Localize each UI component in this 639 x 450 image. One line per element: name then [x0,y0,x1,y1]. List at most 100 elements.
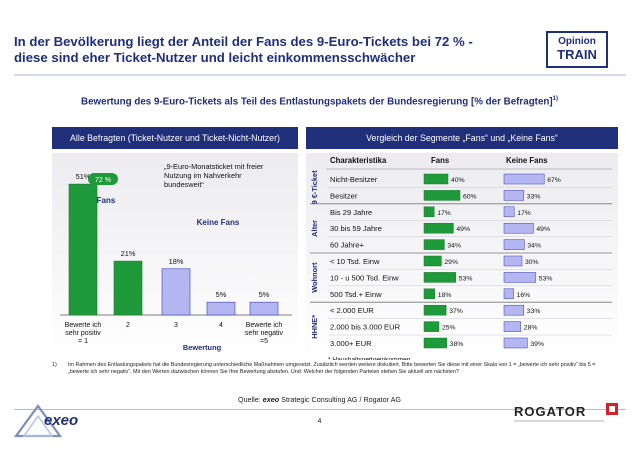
fans-bar-11 [423,337,448,349]
right-panel-title: Vergleich der Segmente „Fans“ und „Keine… [306,127,618,149]
keine-fans-bar-11 [503,337,528,349]
fans-group-label: Fans [97,196,116,205]
page-number: 4 [317,418,322,425]
chart-subtitle-footnote-ref: 1) [552,96,558,102]
opinion-train-badge: Opinion TRAIN [546,31,608,68]
keine-fans-bar-label-9: 33% [527,308,541,315]
keine-fans-bar-label-5: 34% [527,243,541,250]
keine-fans-bar-9 [503,304,525,316]
fans-bar-label-11: 38% [450,341,464,348]
fans-bar-2 [423,190,461,201]
segment-group-label-4: HHNE* [310,315,319,339]
source-rest: Strategic Consulting AG / Rogator AG [279,395,402,404]
footer-divider [14,409,626,410]
fans-share-badge [88,173,118,185]
rogator-logo-text: ROGATOR [514,404,586,419]
rating-bar-label-5: 5% [259,290,270,299]
rating-distribution-chart: 51% Bewerte ich sehr positiv = 1 21% 2 18% 3 5% 4… [60,162,292,352]
segment-label-10: 2.000 bis 3.000 EUR [330,323,401,332]
segment-label-6: < 10 Tsd. Einw [330,257,380,266]
rogator-logo: ROGATOR [514,403,618,422]
segment-label-8: 500 Tsd.+ Einw [330,290,382,299]
rating-tick-label-3: 3 [174,322,178,329]
footnote-number: 1) [52,362,57,368]
exeo-logo-text: exeo [44,412,78,429]
fans-bar-label-5: 34% [447,243,461,250]
segment-label-4: 30 bis 59 Jahre [330,224,382,233]
rating-tick-label-2: 2 [126,322,130,329]
keine-fans-bar-label-2: 33% [527,193,541,200]
source-company: exeo [262,395,280,404]
col-header-fans: Fans [431,156,450,165]
fans-bar-label-8: 18% [438,292,452,299]
segment-group-label-1: 9 €-Ticket [310,170,319,205]
keine-fans-bar-7 [503,272,537,283]
rating-bar-label-1: 51% [76,172,91,181]
page-title-line-2: diese sind eher Ticket-Nutzer und leicht… [14,50,416,65]
keine-fans-bar-2 [503,190,525,201]
segment-label-7: 10 - u 500 Tsd. Einw [330,273,399,282]
chart-subtitle: Bewertung des 9-Euro-Tickets als Teil de… [0,96,639,107]
fans-bar-label-6: 29% [444,259,458,266]
segment-label-5: 60 Jahre+ [330,241,365,250]
keine-fans-bar-label-8: 16% [517,292,531,299]
fans-share-badge-text: 72 % [95,177,111,184]
left-x-axis-title: Bewertung [183,343,222,352]
fans-bar-10 [423,321,440,332]
ticket-annotation: „9-Euro-Monatsticket mit freier Nutzung i… [164,162,264,189]
segment-group-label-3: Wohnort [310,262,319,293]
rating-tick-label-5: Bewerte ich sehr negativ =5 [245,322,284,345]
segment-group-label-2: Alter [310,220,319,237]
fans-bar-4 [423,222,454,234]
segment-label-2: Besitzer [330,191,358,200]
keine-fans-bar-label-7: 53% [539,275,553,282]
keine-fans-bar-label-6: 30% [525,259,539,266]
segment-label-1: Nicht-Besitzer [330,175,378,184]
keine-fans-bar-8 [503,288,514,300]
page-title: In der Bevölkerung liegt der Anteil der … [14,34,534,66]
fans-bar-label-7: 53% [459,275,473,282]
segment-label-9: < 2.000 EUR [330,306,374,315]
segment-label-11: 3.000+ EUR [330,339,372,348]
fans-bar-7 [423,272,457,283]
rating-bar-1 [68,183,98,316]
source-prefix: Quelle: [237,395,263,404]
keine-fans-bar-label-1: 67% [547,177,561,184]
keine-fans-bar-3 [503,206,515,218]
fans-bar-3 [423,206,435,218]
fans-bar-label-1: 40% [451,177,465,184]
footnote: 1) Im Rahmen des Entlastungspakets hat d… [52,362,612,376]
keine-fans-bar-4 [503,222,534,234]
segment-comparison-chart: Charakteristika Fans Keine Fans 9 €-Ticket A… [310,156,612,360]
segment-label-3: Bis 29 Jahre [330,208,372,217]
rating-bar-2 [113,260,143,316]
col-header-keine-fans: Keine Fans [506,156,548,165]
keine-fans-bar-label-11: 39% [530,341,544,348]
keine-fans-bar-5 [503,239,525,250]
rating-tick-label-4: 4 [219,322,223,329]
left-panel-title: Alle Befragten (Ticket-Nutzer und Ticket… [52,127,298,149]
header-divider [14,74,626,76]
keine-fans-group-label: Keine Fans [197,218,240,227]
rating-bar-label-3: 18% [169,257,184,266]
badge-line-1: Opinion [558,36,596,47]
page-title-line-1: In der Bevölkerung liegt der Anteil der … [14,34,473,49]
keine-fans-bar-label-3: 17% [517,210,531,217]
hhne-note: * Haushaltsnettoeinkommen [328,356,411,360]
fans-bar-8 [423,288,436,300]
rating-bar-label-4: 5% [216,290,227,299]
fans-bar-label-4: 49% [456,226,470,233]
rating-tick-label-1: Bewerte ich sehr positiv = 1 [65,322,102,345]
rating-bar-label-2: 21% [121,249,136,258]
exeo-logo: exeo [13,404,78,438]
keine-fans-bar-1 [503,173,545,185]
rating-bar-4 [206,301,236,316]
fans-bar-label-10: 25% [442,325,456,332]
fans-bar-label-2: 60% [463,193,477,200]
fans-bar-9 [423,304,447,316]
keine-fans-bar-10 [503,321,522,332]
badge-line-2: TRAIN [557,47,597,62]
chart-subtitle-text: Bewertung des 9-Euro-Tickets als Teil de… [81,96,553,108]
keine-fans-bar-label-10: 28% [524,325,538,332]
footnote-text: Im Rahmen des Entlastungspakets hat die … [68,362,596,375]
